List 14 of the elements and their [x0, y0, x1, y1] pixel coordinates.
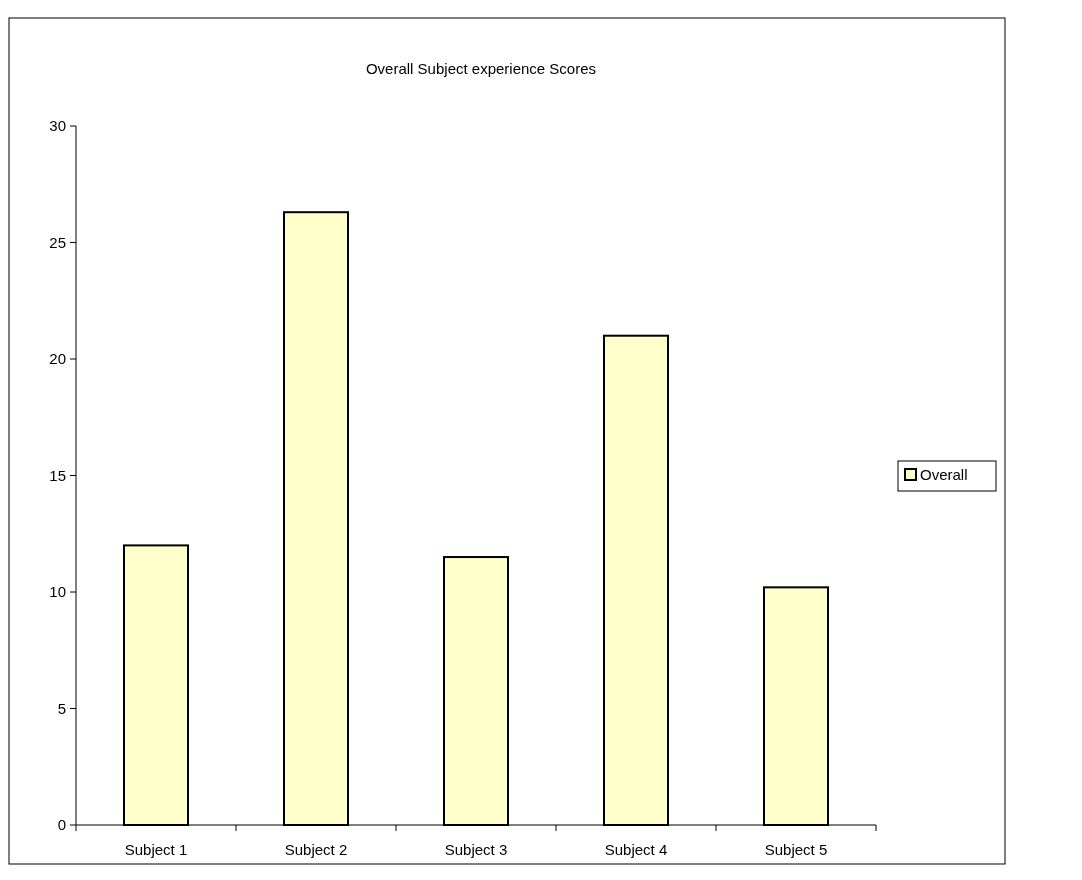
y-tick-label: 25: [49, 233, 66, 251]
y-tick-label: 5: [57, 699, 66, 717]
legend-label: Overall: [920, 466, 968, 484]
y-tick-label: 30: [49, 117, 66, 135]
y-tick-label: 0: [57, 816, 66, 834]
x-tick-label: Subject 4: [604, 841, 668, 858]
x-tick-label: Subject 1: [124, 841, 188, 858]
y-tick-label: 10: [49, 583, 66, 601]
x-tick-label: Subject 3: [444, 841, 508, 858]
y-tick-label: 15: [49, 466, 66, 484]
x-tick-label: Subject 5: [764, 841, 828, 858]
x-tick-label: Subject 2: [284, 841, 348, 858]
chart-title: Overall Subject experience Scores: [365, 60, 597, 77]
y-tick-label: 20: [49, 350, 66, 368]
